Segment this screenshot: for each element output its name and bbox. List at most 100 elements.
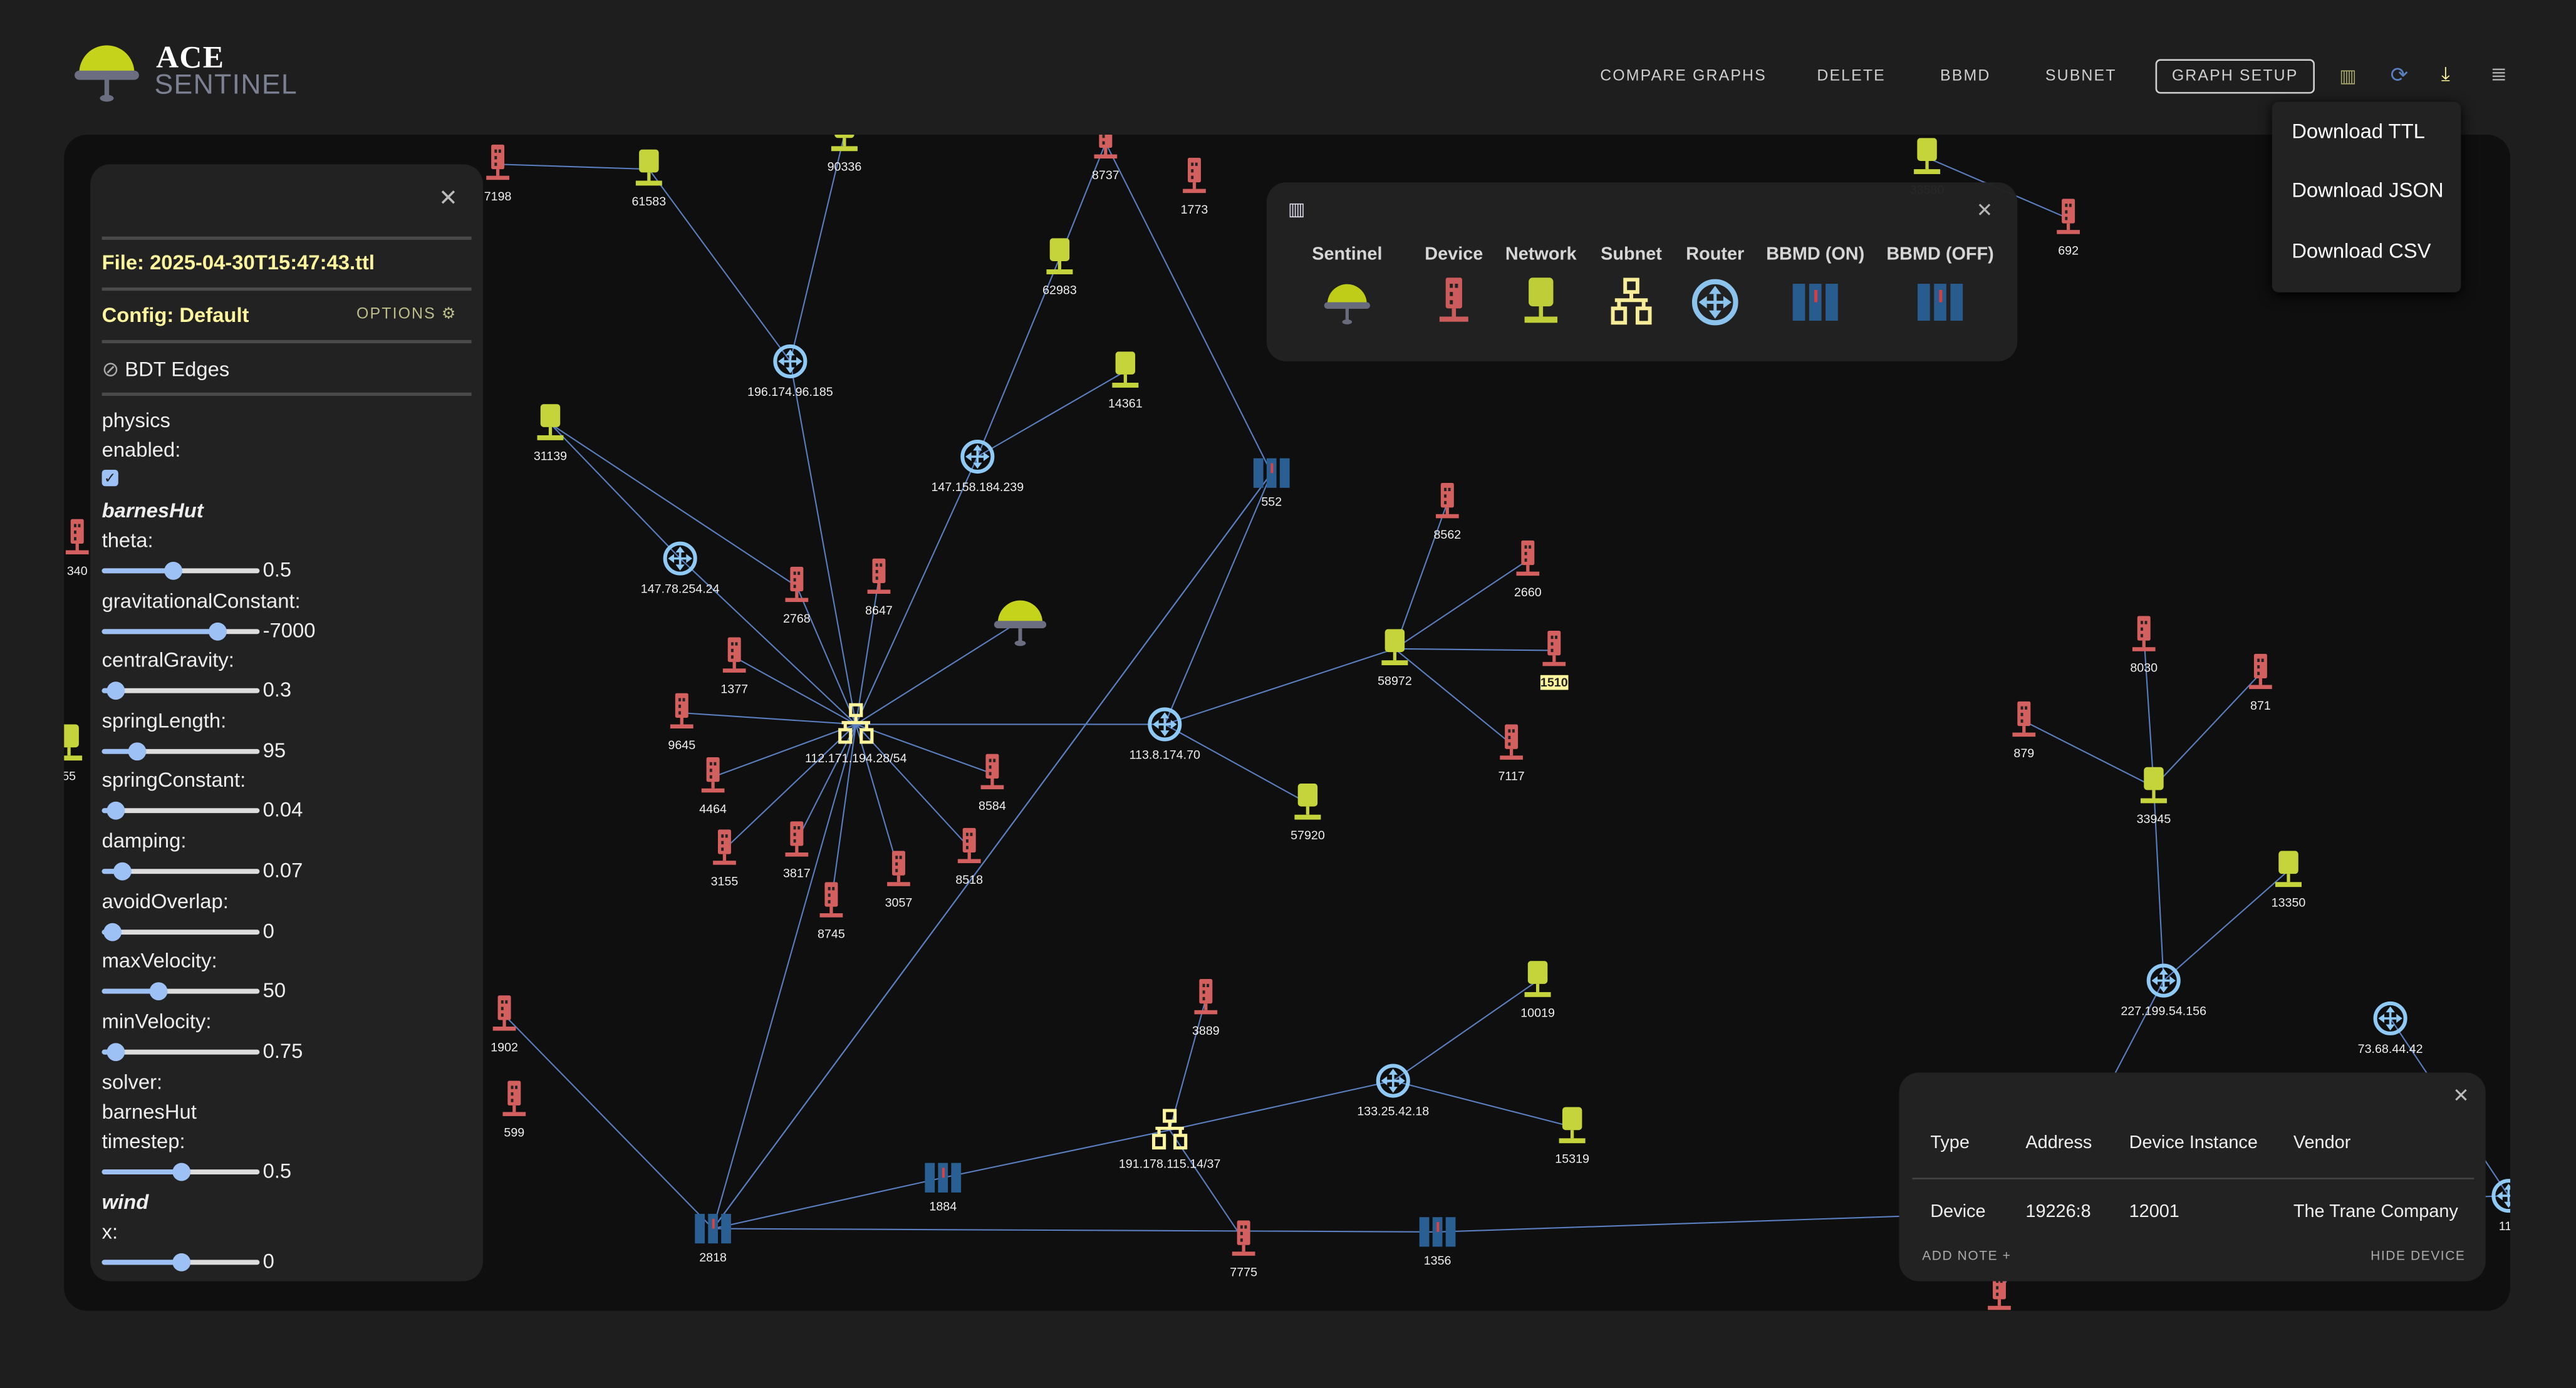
graph-node-network[interactable] <box>1291 783 1324 823</box>
download-json-item[interactable]: Download JSON <box>2292 179 2444 202</box>
physics-enabled-checkbox[interactable]: ✓ <box>101 470 118 487</box>
graph-node-device[interactable] <box>2008 701 2040 741</box>
graph-node-bbmd[interactable] <box>1418 1216 1457 1248</box>
refresh-icon[interactable]: ⟳ <box>2390 62 2409 87</box>
graph-node-router[interactable] <box>959 438 995 475</box>
graph-node-device[interactable] <box>976 754 1009 794</box>
slider-handle[interactable] <box>164 561 183 580</box>
slider-handle[interactable] <box>172 1253 191 1271</box>
graph-node-network[interactable] <box>1043 238 1076 277</box>
close-icon[interactable]: ✕ <box>1976 199 1993 222</box>
param-slider[interactable] <box>101 802 260 821</box>
graph-node-network[interactable] <box>534 404 566 443</box>
graph-node-device[interactable] <box>815 882 848 921</box>
graph-node-device[interactable] <box>665 693 698 733</box>
slider-handle[interactable] <box>112 862 131 881</box>
graph-node-device[interactable] <box>718 637 750 676</box>
graph-node-bbmd[interactable] <box>693 1212 733 1245</box>
delete-button[interactable]: DELETE <box>1817 67 1886 86</box>
graph-node-device[interactable] <box>1178 157 1210 197</box>
slider-handle[interactable] <box>106 1042 125 1061</box>
slider-handle[interactable] <box>172 1163 191 1181</box>
slider-fill[interactable] <box>101 869 121 874</box>
graph-node-network[interactable] <box>633 149 665 189</box>
options-button[interactable]: OPTIONS ⚙ <box>356 306 457 324</box>
map-icon[interactable]: ▥ <box>2339 67 2357 87</box>
graph-node-subnet[interactable] <box>834 703 877 745</box>
param-slider[interactable] <box>101 681 260 700</box>
wind-x-slider[interactable] <box>101 1253 260 1271</box>
slider-handle[interactable] <box>209 621 227 640</box>
graph-node-device[interactable] <box>708 829 740 869</box>
graph-node-network[interactable] <box>828 135 861 154</box>
graph-node-device[interactable] <box>1538 631 1571 670</box>
graph-node-network[interactable] <box>1521 961 1554 1000</box>
graph-node-device[interactable] <box>1190 978 1222 1018</box>
graph-node-device[interactable] <box>781 566 813 606</box>
param-slider[interactable] <box>101 1042 260 1061</box>
graph-node-router[interactable] <box>1375 1063 1411 1099</box>
param-slider[interactable] <box>101 621 260 640</box>
graph-setup-button[interactable]: GRAPH SETUP <box>2155 59 2315 94</box>
graph-node-network[interactable] <box>64 724 85 764</box>
graph-node-sentinel[interactable] <box>992 593 1048 649</box>
slider-fill[interactable] <box>101 628 217 634</box>
slider-fill[interactable] <box>101 1260 181 1265</box>
graph-node-device[interactable] <box>2052 199 2084 238</box>
add-note-button[interactable]: ADD NOTE + <box>1922 1248 2012 1263</box>
bdt-edges-toggle[interactable]: ⊘ BDT Edges <box>102 356 230 381</box>
graph-node-device[interactable] <box>953 827 985 868</box>
menu-icon[interactable]: ≣ <box>2490 62 2507 86</box>
graph-node-bbmd[interactable] <box>923 1161 963 1194</box>
graph-node-device[interactable] <box>481 144 514 184</box>
graph-node-router[interactable] <box>2146 963 2182 999</box>
graph-node-bbmd[interactable] <box>1252 457 1291 489</box>
bbmd-button[interactable]: BBMD <box>1940 67 1991 86</box>
param-slider[interactable] <box>101 922 260 941</box>
graph-node-network[interactable] <box>1378 629 1411 668</box>
param-slider[interactable] <box>101 742 260 760</box>
slider-fill[interactable] <box>101 748 137 754</box>
graph-node-device[interactable] <box>64 519 93 559</box>
slider-fill[interactable] <box>101 989 157 995</box>
graph-node-router[interactable] <box>772 343 809 380</box>
graph-node-network[interactable] <box>1555 1107 1588 1146</box>
graph-node-router[interactable] <box>2491 1178 2510 1214</box>
graph-node-network[interactable] <box>1109 351 1141 391</box>
hide-device-button[interactable]: HIDE DEVICE <box>2371 1248 2466 1263</box>
slider-fill[interactable] <box>101 1169 181 1175</box>
graph-node-network[interactable] <box>1911 138 1943 177</box>
slider-handle[interactable] <box>106 681 125 700</box>
compare-graphs-button[interactable]: COMPARE GRAPHS <box>1600 67 1767 86</box>
close-icon[interactable]: ✕ <box>439 184 458 210</box>
graph-node-device[interactable] <box>498 1080 531 1121</box>
graph-node-router[interactable] <box>662 541 699 577</box>
download-icon[interactable]: ⤓ <box>2441 62 2450 86</box>
graph-node-router[interactable] <box>2372 1000 2409 1037</box>
param-slider[interactable] <box>101 862 260 881</box>
close-icon[interactable]: ✕ <box>2453 1084 2470 1107</box>
graph-node-device[interactable] <box>1495 724 1527 764</box>
download-ttl-item[interactable]: Download TTL <box>2292 120 2425 143</box>
slider-fill[interactable] <box>101 568 173 574</box>
graph-node-device[interactable] <box>863 558 895 598</box>
graph-node-device[interactable] <box>1431 482 1463 522</box>
graph-node-network[interactable] <box>2137 767 2170 807</box>
download-csv-item[interactable]: Download CSV <box>2292 239 2431 263</box>
graph-node-device[interactable] <box>2244 653 2277 693</box>
graph-node-device[interactable] <box>781 821 813 861</box>
slider-handle[interactable] <box>148 982 167 1001</box>
param-slider[interactable] <box>101 561 260 580</box>
timestep-slider[interactable] <box>101 1163 260 1181</box>
graph-node-device[interactable] <box>488 995 521 1035</box>
graph-node-network[interactable] <box>2272 851 2305 890</box>
graph-node-device[interactable] <box>1089 135 1122 163</box>
graph-node-device[interactable] <box>2127 616 2160 655</box>
graph-node-device[interactable] <box>1512 540 1544 580</box>
graph-node-router[interactable] <box>1146 707 1183 743</box>
graph-node-subnet[interactable] <box>1148 1109 1191 1151</box>
graph-node-device[interactable] <box>882 851 915 890</box>
param-slider[interactable] <box>101 982 260 1001</box>
slider-handle[interactable] <box>106 802 125 821</box>
graph-node-device[interactable] <box>697 757 729 797</box>
